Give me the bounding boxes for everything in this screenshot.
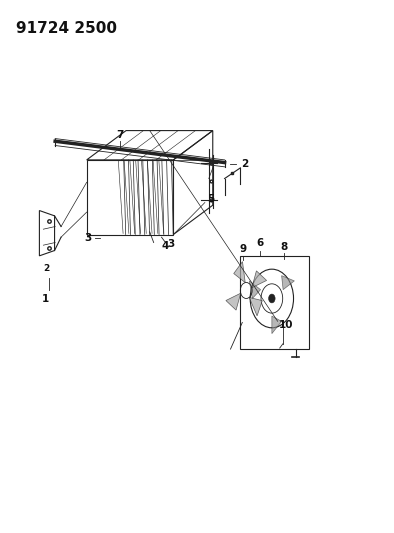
Text: 10: 10 <box>279 320 293 330</box>
Text: 91724 2500: 91724 2500 <box>16 21 117 36</box>
Text: 4: 4 <box>162 241 169 251</box>
Polygon shape <box>249 297 262 316</box>
Text: 2: 2 <box>241 159 248 168</box>
Text: 5: 5 <box>207 195 214 204</box>
Text: 3: 3 <box>167 239 175 249</box>
Polygon shape <box>249 281 260 298</box>
Text: 3: 3 <box>85 233 92 243</box>
Text: 6: 6 <box>256 238 264 248</box>
Circle shape <box>269 294 275 303</box>
Text: 2: 2 <box>43 264 50 273</box>
Polygon shape <box>272 316 282 334</box>
Polygon shape <box>282 276 294 290</box>
Polygon shape <box>226 293 241 310</box>
Text: 9: 9 <box>240 244 247 254</box>
Polygon shape <box>234 262 245 282</box>
Text: 7: 7 <box>117 130 124 140</box>
Text: 1: 1 <box>42 294 49 304</box>
Polygon shape <box>252 271 267 288</box>
Text: 8: 8 <box>280 241 287 252</box>
